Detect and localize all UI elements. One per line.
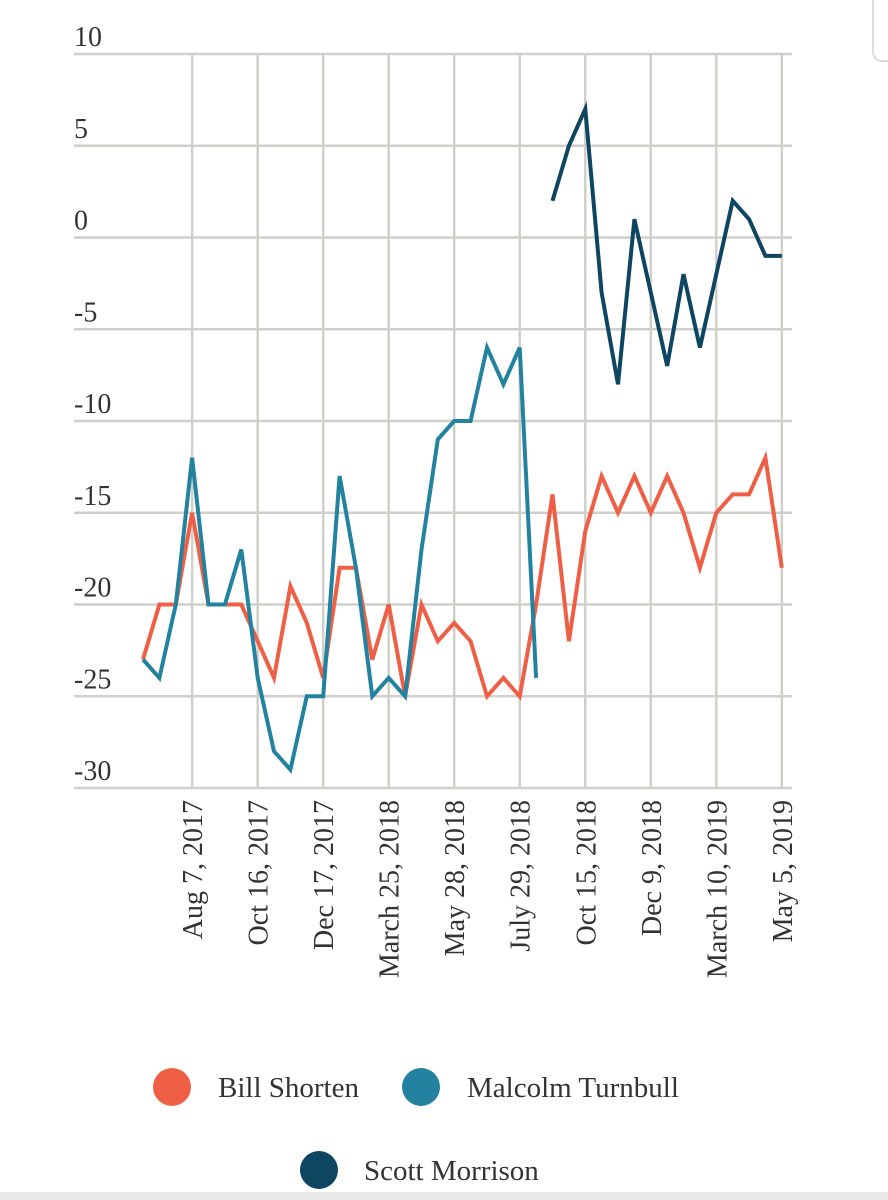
y-tick-label: -20 <box>74 573 111 604</box>
series-line-scott-morrison <box>550 101 782 385</box>
y-tick-label: 10 <box>74 22 102 53</box>
series-line-bill-shorten <box>141 450 784 701</box>
scrollbar-edge <box>872 0 888 62</box>
x-tick-label: May 5, 2019 <box>768 800 799 942</box>
legend-swatch-scott-morrison <box>300 1151 338 1189</box>
legend: Bill Shorten Malcolm Turnbull Scott Morris… <box>153 1068 679 1189</box>
y-axis-labels: 10 5 0 -5 -10 -15 -20 -25 -30 <box>74 22 111 787</box>
x-tick-label: Dec 9, 2018 <box>637 800 668 936</box>
y-tick-label: -5 <box>74 297 97 328</box>
series-line-malcolm-turnbull <box>141 341 539 774</box>
y-tick-label: -30 <box>74 756 111 787</box>
y-tick-label: -25 <box>74 664 111 695</box>
x-tick-label: July 29, 2018 <box>506 800 537 952</box>
legend-label-malcolm-turnbull: Malcolm Turnbull <box>467 1072 679 1104</box>
y-tick-label: -10 <box>74 389 111 420</box>
legend-swatch-bill-shorten <box>153 1068 191 1106</box>
x-axis-labels: Aug 7, 2017 Oct 16, 2017 Dec 17, 2017 March… <box>178 800 799 978</box>
y-tick-label: -15 <box>74 481 111 512</box>
x-tick-label: Oct 16, 2017 <box>244 800 275 945</box>
bottom-divider <box>0 1192 888 1200</box>
x-tick-label: March 10, 2019 <box>702 800 733 978</box>
grid-lines <box>74 52 792 790</box>
x-tick-label: Oct 15, 2018 <box>571 800 602 945</box>
y-tick-label: 0 <box>74 206 88 237</box>
legend-label-scott-morrison: Scott Morrison <box>364 1155 539 1187</box>
x-tick-label: Dec 17, 2017 <box>309 800 340 950</box>
x-tick-label: March 25, 2018 <box>375 800 406 978</box>
x-tick-label: Aug 7, 2017 <box>178 800 209 939</box>
x-tick-label: May 28, 2018 <box>440 800 471 956</box>
legend-swatch-malcolm-turnbull <box>402 1068 440 1106</box>
series-lines <box>141 101 784 774</box>
y-tick-label: 5 <box>74 114 88 145</box>
legend-label-bill-shorten: Bill Shorten <box>218 1072 359 1104</box>
